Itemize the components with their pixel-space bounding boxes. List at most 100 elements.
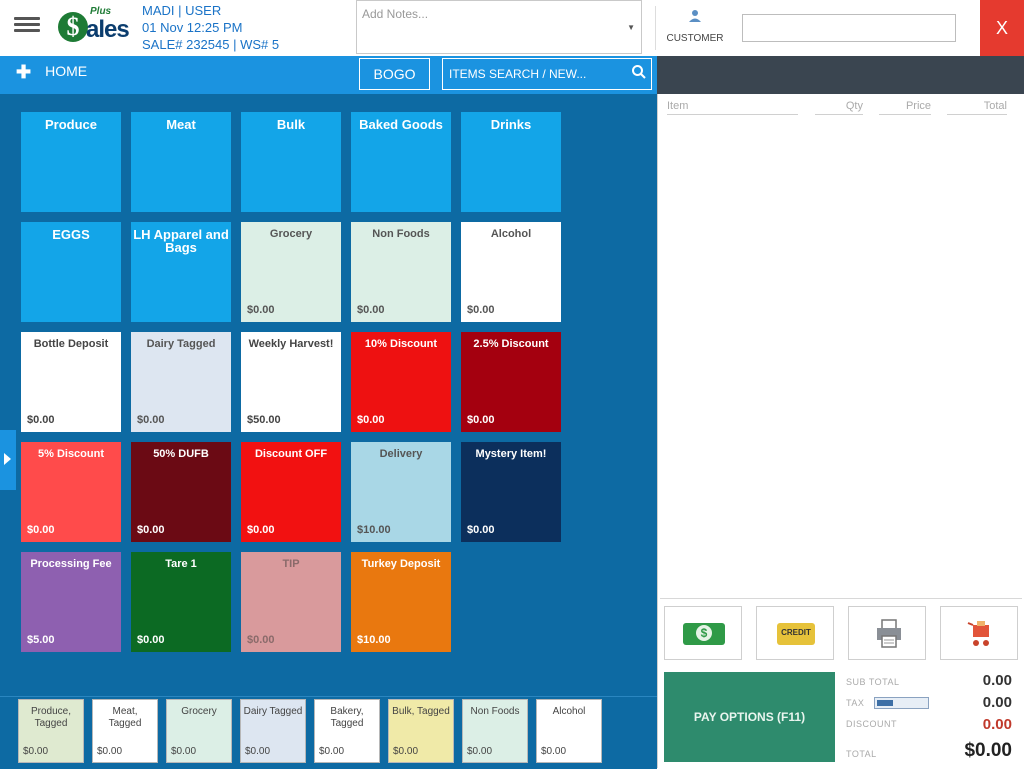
total-label: TOTAL	[846, 749, 877, 759]
product-tile[interactable]: EGGS	[21, 222, 121, 322]
quick-item-tile[interactable]: Bulk, Tagged $0.00	[388, 699, 454, 763]
quick-item-tile[interactable]: Meat, Tagged $0.00	[92, 699, 158, 763]
col-price-header: Price	[879, 100, 931, 115]
product-tile-name: Non Foods	[372, 228, 430, 240]
quick-item-name: Alcohol	[552, 706, 586, 717]
quick-item-price: $0.00	[467, 746, 493, 757]
chevron-down-icon[interactable]: ▼	[627, 23, 635, 32]
product-tile-name: Baked Goods	[359, 117, 443, 132]
product-tile[interactable]: 2.5% Discount $0.00	[461, 332, 561, 432]
product-tile-price: $0.00	[137, 524, 165, 536]
cash-icon: $	[683, 623, 725, 645]
customer-button[interactable]: CUSTOMER	[660, 6, 730, 50]
product-tile-name: 50% DUFB	[153, 448, 209, 460]
product-tile-name: Tare 1	[165, 558, 197, 570]
product-tile-name: 2.5% Discount	[473, 338, 549, 350]
logo-coin: $	[58, 12, 88, 42]
product-tile[interactable]: Tare 1 $0.00	[131, 552, 231, 652]
product-tile[interactable]: Bulk	[241, 112, 341, 212]
product-tile[interactable]: Dairy Tagged $0.00	[131, 332, 231, 432]
product-tile[interactable]: 10% Discount $0.00	[351, 332, 451, 432]
quick-item-name: Produce, Tagged	[30, 706, 72, 729]
product-tile[interactable]: Mystery Item! $0.00	[461, 442, 561, 542]
product-tile-price: $0.00	[27, 414, 55, 426]
quick-item-tile[interactable]: Grocery $0.00	[166, 699, 232, 763]
print-button[interactable]	[848, 606, 926, 660]
search-icon[interactable]	[631, 64, 647, 83]
product-tile-name: Turkey Deposit	[361, 558, 441, 570]
items-search-label: ITEMS SEARCH / NEW...	[449, 67, 587, 81]
product-tile-name: Mystery Item!	[475, 448, 547, 460]
product-tile[interactable]: Produce	[21, 112, 121, 212]
chevron-right-icon	[4, 453, 11, 465]
product-tile[interactable]: TIP $0.00	[241, 552, 341, 652]
product-tile[interactable]: Drinks	[461, 112, 561, 212]
pay-options-button[interactable]: PAY OPTIONS (F11)	[664, 672, 835, 762]
product-tile[interactable]: Bottle Deposit $0.00	[21, 332, 121, 432]
hamburger-menu-icon[interactable]	[14, 14, 40, 38]
product-tile-price: $50.00	[247, 414, 281, 426]
credit-button[interactable]: CREDIT	[756, 606, 834, 660]
product-tile[interactable]: Processing Fee $5.00	[21, 552, 121, 652]
logo-word: ales	[86, 16, 130, 43]
product-tile-price: $5.00	[27, 634, 55, 646]
product-tile-price: $10.00	[357, 634, 391, 646]
credit-card-icon: CREDIT	[777, 623, 815, 645]
home-button[interactable]: ✚ HOME	[16, 62, 106, 86]
tax-toggle-knob	[877, 700, 893, 706]
quick-item-name: Grocery	[181, 706, 217, 717]
expand-side-tab[interactable]	[0, 430, 16, 490]
credit-label: CREDIT	[781, 628, 811, 637]
product-tile-price: $0.00	[247, 524, 275, 536]
shopping-cart-icon	[965, 619, 995, 654]
person-icon	[687, 8, 703, 29]
close-button[interactable]: X	[980, 0, 1024, 56]
cart-panel	[657, 94, 1024, 768]
cart-header-bar	[657, 56, 1024, 94]
quick-item-tile[interactable]: Bakery, Tagged $0.00	[314, 699, 380, 763]
product-tile-name: Discount OFF	[254, 448, 328, 460]
product-tile[interactable]: Meat	[131, 112, 231, 212]
cash-symbol: $	[696, 625, 712, 641]
bogo-button[interactable]: BOGO	[359, 58, 430, 90]
product-tile-name: Dairy Tagged	[146, 338, 216, 350]
product-tile-price: $0.00	[137, 634, 165, 646]
product-tile[interactable]: Non Foods $0.00	[351, 222, 451, 322]
date-line: 01 Nov 12:25 PM	[142, 20, 243, 35]
quick-item-price: $0.00	[171, 746, 197, 757]
divider	[660, 598, 1022, 599]
product-tile[interactable]: Weekly Harvest! $50.00	[241, 332, 341, 432]
quick-item-name: Meat, Tagged	[108, 706, 142, 729]
tax-value: 0.00	[982, 694, 1012, 711]
quick-item-name: Bakery, Tagged	[330, 706, 364, 729]
cash-button[interactable]: $	[664, 606, 742, 660]
items-search-input[interactable]: ITEMS SEARCH / NEW...	[442, 58, 652, 90]
product-tile-price: $0.00	[27, 524, 55, 536]
product-tile[interactable]: 5% Discount $0.00	[21, 442, 121, 542]
product-tile[interactable]: Delivery $10.00	[351, 442, 451, 542]
app-logo: Plus $ ales	[56, 6, 130, 48]
quick-item-tile[interactable]: Dairy Tagged $0.00	[240, 699, 306, 763]
product-tile[interactable]: 50% DUFB $0.00	[131, 442, 231, 542]
cart-button[interactable]	[940, 606, 1018, 660]
tax-toggle[interactable]	[874, 697, 929, 709]
quick-item-tile[interactable]: Non Foods $0.00	[462, 699, 528, 763]
discount-value: 0.00	[982, 716, 1012, 733]
product-tile-price: $0.00	[357, 304, 385, 316]
tax-label: TAX	[846, 698, 865, 708]
product-tile[interactable]: LH Apparel and Bags	[131, 222, 231, 322]
product-tile[interactable]: Discount OFF $0.00	[241, 442, 341, 542]
add-notes-input[interactable]: Add Notes... ▼	[356, 0, 642, 54]
product-tile-name: Processing Fee	[30, 558, 112, 570]
quick-item-tile[interactable]: Alcohol $0.00	[536, 699, 602, 763]
product-tile[interactable]: Grocery $0.00	[241, 222, 341, 322]
product-tile-name: Grocery	[269, 228, 313, 240]
product-tile[interactable]: Turkey Deposit $10.00	[351, 552, 451, 652]
quick-item-tile[interactable]: Produce, Tagged $0.00	[18, 699, 84, 763]
product-tile[interactable]: Baked Goods	[351, 112, 451, 212]
product-tile-name: Weekly Harvest!	[248, 338, 334, 350]
nav-bar	[0, 56, 657, 94]
product-tile-price: $10.00	[357, 524, 391, 536]
product-tile[interactable]: Alcohol $0.00	[461, 222, 561, 322]
customer-search-input[interactable]	[742, 14, 956, 42]
